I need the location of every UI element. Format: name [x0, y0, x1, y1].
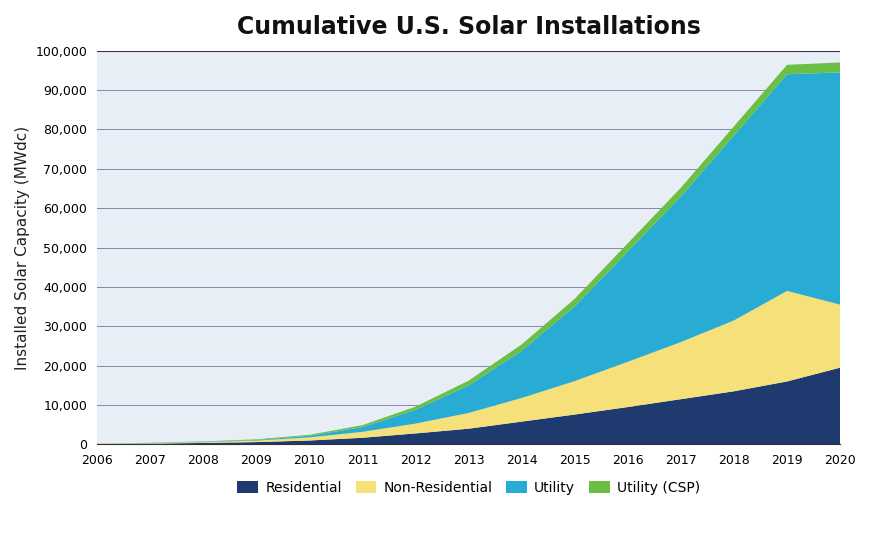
- Y-axis label: Installed Solar Capacity (MWdc): Installed Solar Capacity (MWdc): [15, 126, 30, 370]
- Title: Cumulative U.S. Solar Installations: Cumulative U.S. Solar Installations: [237, 15, 700, 39]
- Legend: Residential, Non-Residential, Utility, Utility (CSP): Residential, Non-Residential, Utility, U…: [232, 475, 706, 500]
